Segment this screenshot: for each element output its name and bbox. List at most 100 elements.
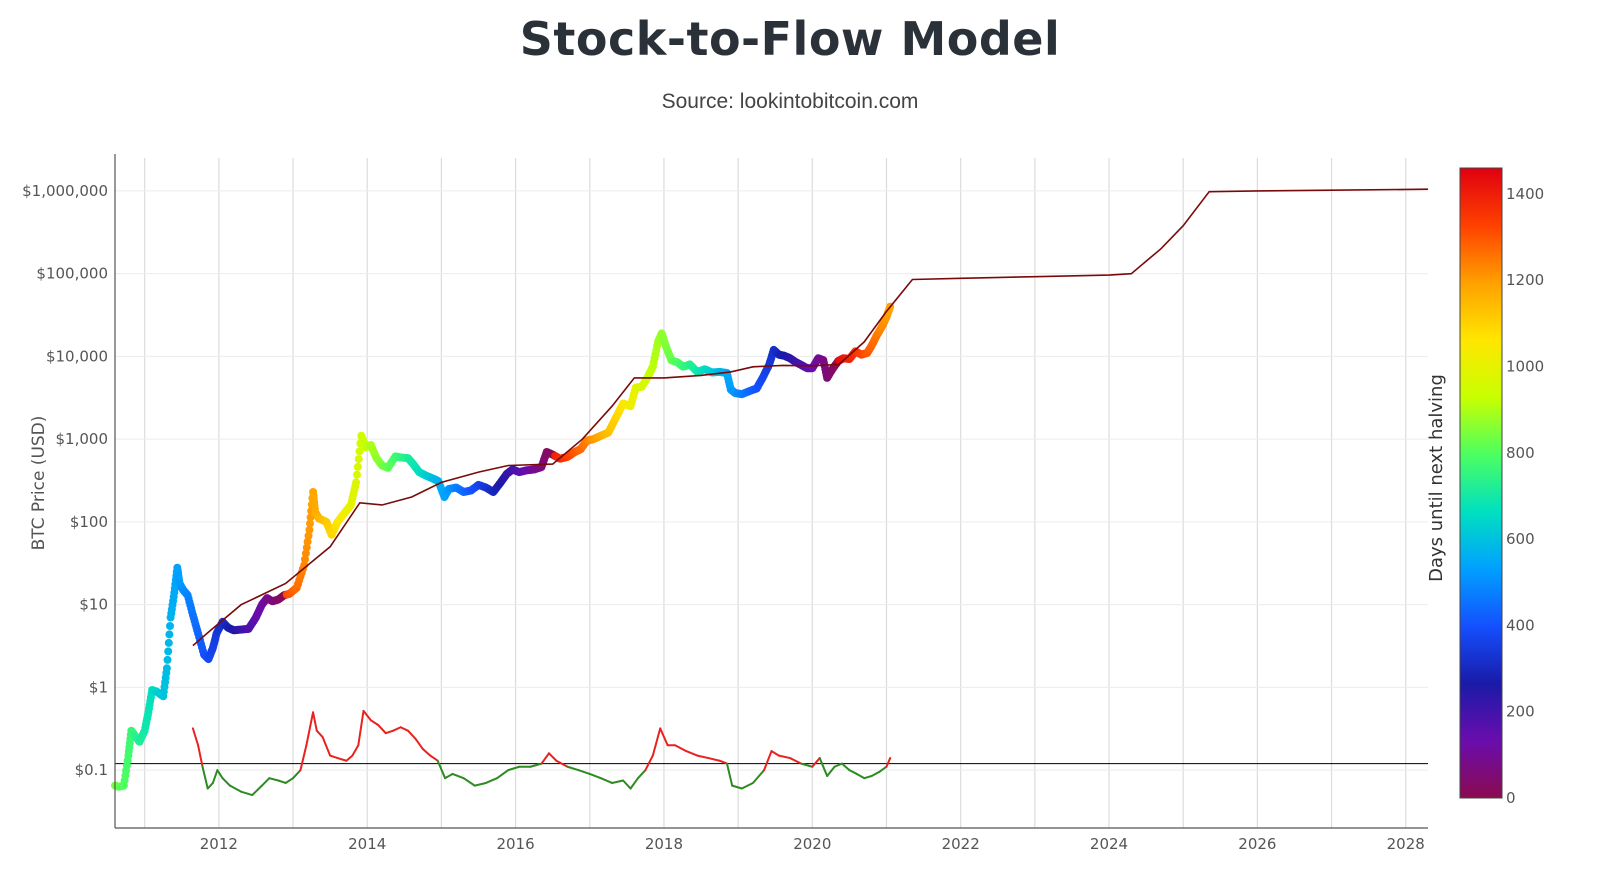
data-layer bbox=[111, 188, 1429, 797]
colorbar-gradient bbox=[1459, 167, 1503, 799]
x-tick-label: 2020 bbox=[793, 835, 831, 853]
oscillator-segment bbox=[555, 759, 569, 768]
oscillator-segment bbox=[362, 709, 372, 722]
oscillator-segment bbox=[674, 744, 688, 753]
oscillator-segment bbox=[599, 777, 614, 784]
oscillator-segment bbox=[870, 771, 881, 778]
price-point bbox=[164, 638, 173, 647]
oscillator-segment bbox=[566, 765, 580, 772]
price-point bbox=[353, 470, 361, 479]
colorbar-tick-label: 1400 bbox=[1506, 185, 1544, 203]
oscillator-segment bbox=[221, 777, 231, 787]
y-tick-label: $100,000 bbox=[36, 265, 108, 283]
oscillator-segment bbox=[800, 762, 814, 768]
x-tick-label: 2018 bbox=[645, 835, 683, 853]
oscillator-segment bbox=[848, 769, 858, 775]
oscillator-segment bbox=[644, 754, 654, 772]
oscillator-segment bbox=[696, 754, 710, 760]
oscillator-segment bbox=[315, 729, 324, 739]
oscillator-segment bbox=[321, 736, 332, 757]
price-point bbox=[303, 537, 312, 546]
oscillator-segment bbox=[421, 748, 432, 757]
oscillator-segment bbox=[878, 765, 888, 774]
oscillator-segment bbox=[855, 772, 866, 780]
oscillator-segment bbox=[414, 737, 424, 751]
oscillator-segment bbox=[206, 781, 214, 790]
oscillator-segment bbox=[351, 744, 360, 757]
colorbar-tick-label: 200 bbox=[1506, 703, 1535, 721]
oscillator-segment bbox=[473, 781, 487, 787]
oscillator-segment bbox=[811, 757, 821, 768]
x-tick-label: 2014 bbox=[348, 835, 386, 853]
y-tick-label: $0.1 bbox=[75, 761, 108, 779]
x-tick-label: 2022 bbox=[942, 835, 980, 853]
oscillator-segment bbox=[659, 727, 669, 747]
y-tick-label: $1 bbox=[89, 678, 108, 696]
price-point bbox=[301, 555, 309, 564]
price-point bbox=[304, 531, 313, 540]
oscillator-segment bbox=[216, 769, 224, 780]
price-point bbox=[352, 478, 361, 487]
axis-layer: $0.1 $1 $10 $100 $1,000 $10,000 $100,000 $1,000… bbox=[22, 154, 1428, 853]
x-tick-label: 2016 bbox=[496, 835, 534, 853]
oscillator-segment bbox=[577, 769, 591, 775]
oscillator-segment bbox=[277, 779, 287, 784]
oscillator-segment bbox=[685, 750, 699, 757]
oscillator-segment bbox=[484, 777, 499, 784]
oscillator-segment bbox=[407, 729, 417, 740]
oscillator-segment bbox=[284, 777, 295, 784]
price-point bbox=[163, 655, 172, 664]
oscillator-segment bbox=[444, 772, 454, 780]
oscillator-segment bbox=[299, 744, 308, 772]
oscillator-segment bbox=[399, 726, 410, 732]
oscillator-segment bbox=[312, 711, 318, 732]
oscillator-segment bbox=[763, 750, 773, 772]
oscillator-segment bbox=[462, 777, 476, 787]
oscillator-segment bbox=[588, 772, 602, 780]
oscillator-segment bbox=[507, 765, 521, 772]
oscillator-segment bbox=[201, 765, 209, 790]
oscillator-segment bbox=[529, 762, 543, 768]
oscillator-segment bbox=[740, 781, 754, 790]
price-point bbox=[353, 462, 362, 471]
price-point bbox=[305, 525, 314, 534]
y-axis-title: BTC Price (USD) bbox=[29, 416, 49, 551]
oscillator-segment bbox=[777, 754, 792, 760]
x-tick-label: 2012 bbox=[200, 835, 238, 853]
oscillator-segment bbox=[496, 769, 510, 780]
colorbar-tick-label: 1000 bbox=[1506, 357, 1544, 375]
oscillator-segment bbox=[885, 757, 892, 768]
colorbar-tick-label: 600 bbox=[1506, 530, 1535, 548]
oscillator-segment bbox=[211, 769, 219, 784]
oscillator-segment bbox=[429, 754, 439, 762]
y-tick-label: $10,000 bbox=[46, 347, 108, 365]
oscillator-segment bbox=[345, 754, 354, 762]
oscillator-segment bbox=[377, 724, 387, 735]
price-point bbox=[162, 664, 171, 673]
oscillator-segment bbox=[191, 727, 200, 747]
oscillator-segment bbox=[357, 709, 365, 747]
oscillator-segment bbox=[840, 762, 851, 772]
colorbar-tick-label: 0 bbox=[1506, 789, 1516, 807]
y-tick-label: $10 bbox=[79, 596, 108, 614]
chart-title: Stock-to-Flow Model bbox=[519, 12, 1061, 66]
colorbar-tick-label: 1200 bbox=[1506, 271, 1544, 289]
oscillator-segment bbox=[622, 779, 632, 790]
oscillator-segment bbox=[251, 784, 263, 797]
oscillator-segment bbox=[547, 752, 558, 762]
chart-subtitle: Source: lookintobitcoin.com bbox=[661, 90, 919, 113]
oscillator-segment bbox=[651, 727, 662, 757]
price-point bbox=[166, 622, 174, 630]
oscillator-segment bbox=[197, 744, 204, 768]
oscillator-segment bbox=[863, 775, 873, 780]
oscillator-segment bbox=[636, 769, 647, 780]
oscillator-segment bbox=[731, 784, 743, 790]
price-point bbox=[302, 543, 311, 552]
oscillator-segment bbox=[228, 784, 243, 793]
oscillator-segment bbox=[336, 757, 348, 762]
oscillator-segment bbox=[770, 750, 780, 757]
oscillator-segment bbox=[725, 762, 734, 787]
oscillator-segment bbox=[707, 757, 721, 762]
oscillator-segment bbox=[369, 719, 380, 727]
